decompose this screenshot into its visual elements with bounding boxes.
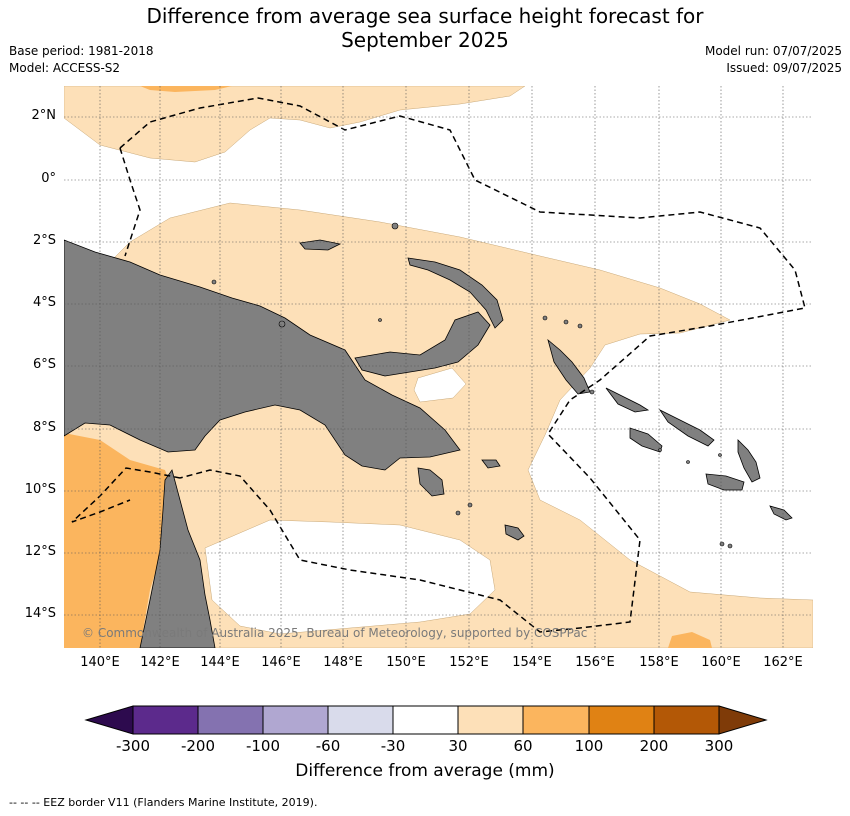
- colorbar-title: Difference from average (mm): [295, 761, 555, 781]
- colorbar-bin-6: [457, 705, 524, 735]
- colorbar-bin-8: [588, 705, 655, 735]
- land-manus: [299, 239, 342, 251]
- land-rennell: [769, 505, 793, 521]
- model-name: Model: ACCESS-S2: [9, 61, 121, 75]
- y-tick-label: 2°N: [31, 108, 57, 123]
- land-guadalcanal: [629, 427, 663, 453]
- x-tick-label: 146°E: [261, 655, 301, 670]
- x-tick-label: 160°E: [701, 655, 741, 670]
- x-tick-label: 152°E: [449, 655, 489, 670]
- neutral-pocket-small: [413, 367, 467, 403]
- land-new-britain: [354, 311, 491, 377]
- colorbar-tick-label: -30: [380, 737, 406, 755]
- issued-date: Issued: 09/07/2025: [726, 61, 842, 75]
- colorbar-tick-label: -60: [315, 737, 341, 755]
- land-isabel: [658, 408, 715, 447]
- x-tick-label: 140°E: [80, 655, 120, 670]
- land-new-ireland: [407, 257, 504, 329]
- land-choiseul: [605, 387, 650, 413]
- x-tick-label: 162°E: [763, 655, 803, 670]
- colorbar-bin-9: [653, 705, 720, 735]
- y-tick-label: 10°S: [24, 482, 56, 497]
- title-line-2: September 2025: [341, 28, 509, 52]
- meta-right: Model run: 07/07/2025 Issued: 09/07/2025: [705, 43, 842, 77]
- land-dentrecasteaux: [417, 467, 445, 497]
- map-title: Difference from average sea surface heig…: [0, 4, 850, 52]
- y-tick-label: 14°S: [24, 606, 56, 621]
- shade-60-100-north: [140, 86, 232, 92]
- colorbar: [84, 705, 768, 735]
- land-makira: [705, 473, 745, 491]
- colorbar-tick-label: 30: [448, 737, 468, 755]
- colorbar-over-arrow: [718, 705, 768, 735]
- eez-footnote: -- -- -- EEZ border V11 (Flanders Marine…: [9, 796, 318, 809]
- land-cape-york: [139, 469, 216, 648]
- y-tick-label: 6°S: [32, 357, 56, 372]
- land-new-guinea: [64, 239, 461, 471]
- colorbar-bin-7: [522, 705, 590, 735]
- y-tick-label: 0°: [41, 171, 56, 186]
- x-tick-label: 148°E: [323, 655, 363, 670]
- colorbar-tick-label: -200: [180, 737, 216, 755]
- x-tick-label: 158°E: [639, 655, 679, 670]
- base-period: Base period: 1981-2018: [9, 44, 154, 58]
- land-rossel-tagula: [504, 524, 525, 541]
- colorbar-tick-label: 300: [704, 737, 734, 755]
- colorbar-under-arrow: [84, 705, 134, 735]
- neutral-pocket-gulf: [204, 519, 496, 635]
- colorbar-tick-label: -300: [115, 737, 151, 755]
- x-tick-label: 154°E: [512, 655, 552, 670]
- y-tick-label: 8°S: [32, 420, 56, 435]
- colorbar-tick-label: 60: [513, 737, 533, 755]
- colorbar-tick-label: -100: [245, 737, 281, 755]
- colorbar-tick-label: 100: [574, 737, 604, 755]
- shade-60-100-west: [64, 433, 172, 648]
- x-tick-label: 156°E: [575, 655, 615, 670]
- colorbar-bin-2: [197, 705, 264, 735]
- title-line-1: Difference from average sea surface heig…: [146, 4, 704, 28]
- colorbar-bin-5: [392, 705, 459, 735]
- colorbar-bin-4: [327, 705, 394, 735]
- y-tick-label: 12°S: [24, 544, 56, 559]
- model-run: Model run: 07/07/2025: [704, 44, 842, 58]
- x-tick-label: 144°E: [200, 655, 240, 670]
- y-tick-label: 4°S: [32, 295, 56, 310]
- shade-30-60-north: [64, 86, 526, 163]
- colorbar-tick-label: 200: [639, 737, 669, 755]
- x-tick-label: 142°E: [140, 655, 180, 670]
- x-tick-label: 150°E: [386, 655, 426, 670]
- land-malaita: [737, 439, 761, 483]
- land-woodlark: [481, 459, 501, 469]
- graticule: [64, 86, 813, 648]
- copyright-notice: © Commonwealth of Australia 2025, Bureau…: [82, 626, 588, 640]
- y-tick-label: 2°S: [32, 233, 56, 248]
- meta-left: Base period: 1981-2018 Model: ACCESS-S2: [9, 43, 154, 77]
- colorbar-bin-1: [132, 705, 199, 735]
- map-layers: [64, 86, 813, 648]
- shade-60-100-southeast: [668, 632, 712, 648]
- colorbar-bin-3: [262, 705, 329, 735]
